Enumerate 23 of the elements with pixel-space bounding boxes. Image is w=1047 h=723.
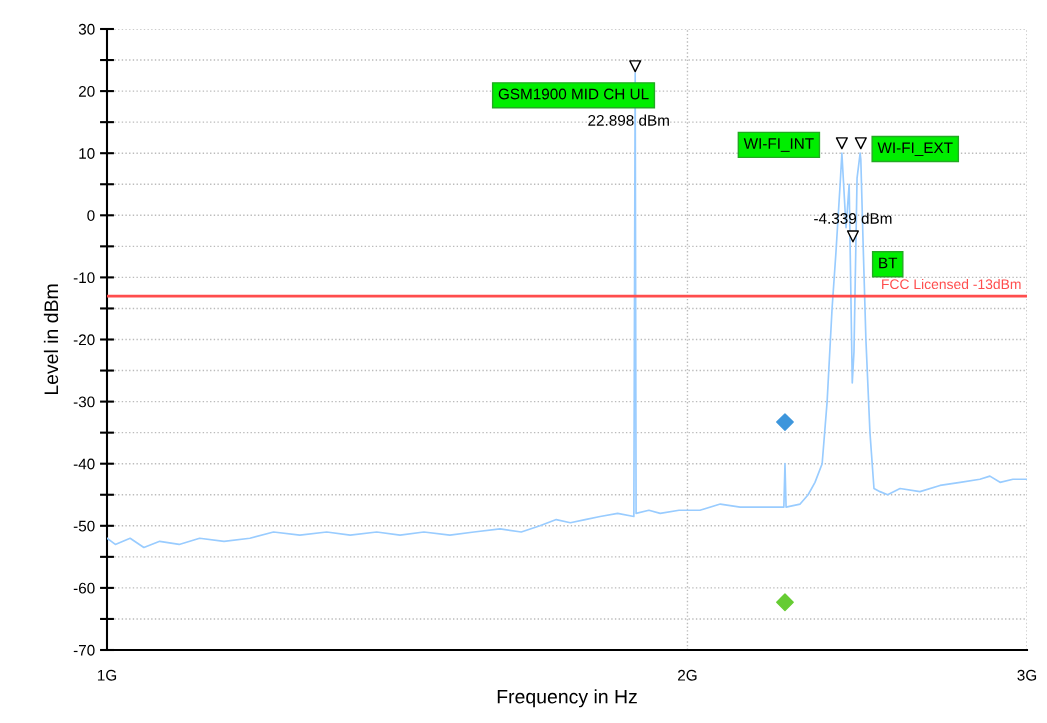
y-tick-label: -10 [73,272,95,284]
x-tick-label: 1G [97,669,117,681]
x-axis-title: Frequency in Hz [497,689,637,708]
y-tick-label: -60 [73,582,95,594]
annotation: 22.898 dBm [588,114,669,126]
y-tick-label: -50 [73,520,95,532]
y-tick-label: -40 [73,458,95,470]
y-tick-label: 0 [87,210,95,221]
x-tick-label: 3G [1017,669,1037,681]
y-tick-label: -30 [73,396,95,408]
annotation: WI-FI_EXT [877,142,953,157]
x-tick-label: 2G [678,669,697,681]
annotation: GSM1900 MID CH UL [498,88,649,100]
y-tick-label: -20 [73,334,95,346]
ref-line-label: FCC Licensed -13dBm [882,278,1021,290]
y-tick-label: 10 [79,148,95,159]
annotation: -4.339 dBm [814,212,892,224]
y-tick-label: 30 [78,23,95,35]
annotation: WI-FI_INT [743,138,814,152]
y-tick-label: -70 [73,644,95,656]
y-axis-title: Level in dBm [43,284,59,395]
y-tick-label: 20 [78,85,95,97]
annotation: BT [879,257,898,269]
